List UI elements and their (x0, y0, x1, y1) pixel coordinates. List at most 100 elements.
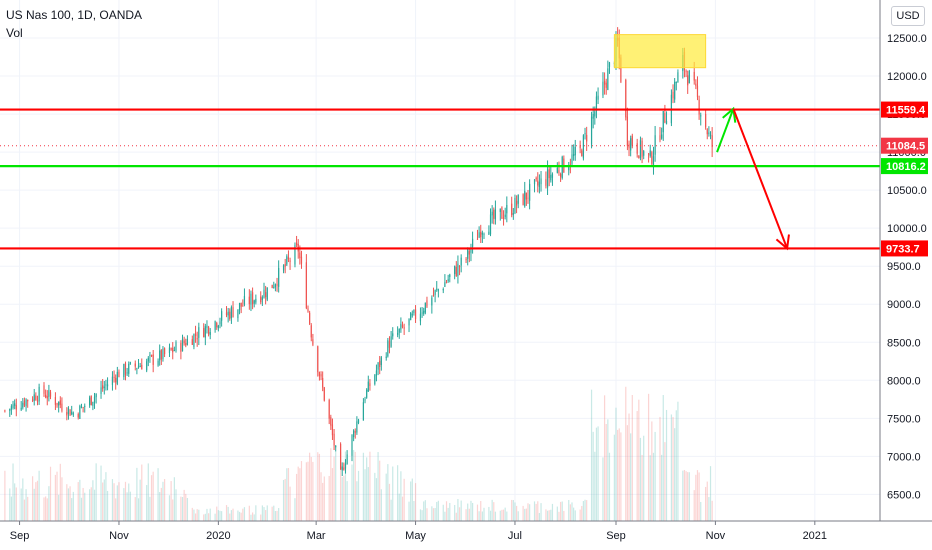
candle-body (471, 238, 474, 247)
volume-bar (305, 462, 307, 521)
candle-body (432, 295, 435, 297)
candle-body (162, 348, 164, 360)
volume-bar (380, 489, 382, 521)
volume-bar (219, 510, 221, 521)
candle-body (559, 174, 562, 177)
volume-bar (343, 475, 345, 521)
volume-bars (4, 386, 713, 521)
candle-body (289, 260, 291, 262)
volume-bar (421, 510, 423, 521)
candle-body (265, 292, 267, 298)
volume-bar (20, 488, 22, 521)
volume-bar (620, 432, 622, 521)
candle-body (183, 340, 185, 344)
volume-bar (431, 506, 433, 521)
candle-body (79, 405, 81, 419)
volume-bar (14, 483, 16, 521)
volume-bar (250, 514, 252, 521)
candle-body (320, 374, 322, 377)
volume-bar (470, 500, 472, 521)
volume-bar (581, 505, 583, 521)
candle-body (250, 293, 252, 305)
candle-body (118, 371, 120, 378)
volume-bar (499, 510, 501, 521)
volume-bar (683, 469, 686, 521)
candle-body (248, 296, 250, 305)
volume-bar (328, 475, 330, 521)
candle-body (227, 311, 229, 316)
highlight-box (613, 34, 707, 69)
volume-bar (379, 460, 381, 521)
volume-bar (12, 463, 14, 521)
x-tick-label: Nov (109, 530, 129, 542)
candle-body (356, 421, 358, 433)
candle-body (414, 309, 417, 320)
volume-bar (677, 401, 679, 521)
currency-button[interactable]: USD (891, 6, 925, 26)
volume-bar (43, 497, 45, 521)
candle-body (698, 99, 700, 115)
candle-body (134, 363, 136, 367)
volume-bar (529, 504, 531, 521)
volume-bar (238, 511, 241, 521)
volume-bar (693, 490, 695, 521)
candle-body (388, 341, 391, 348)
volume-bar (424, 500, 426, 521)
candle-body (436, 288, 438, 290)
candle-body (113, 376, 115, 378)
volume-bar (276, 510, 278, 521)
volume-bar (590, 389, 593, 521)
candle-body (46, 396, 48, 399)
volume-bar (605, 424, 607, 521)
candle-body (362, 402, 365, 421)
volume-bar (362, 452, 365, 521)
candle-body (533, 179, 536, 185)
volume-bar (225, 505, 228, 521)
volume-bar (447, 507, 449, 521)
candle-body (700, 115, 702, 117)
volume-bar (423, 501, 425, 521)
candle-body (207, 326, 210, 334)
candle-body (69, 409, 71, 416)
volume-bar (449, 502, 451, 521)
candle-body (48, 390, 50, 397)
candle-body (159, 350, 161, 361)
volume-bar (665, 409, 668, 521)
candle-body (263, 289, 265, 298)
candle-body (278, 267, 280, 287)
volume-bar (111, 479, 114, 521)
candle-body (607, 68, 609, 90)
candle-body (426, 300, 428, 307)
candle-body (408, 318, 410, 326)
candle-body (696, 85, 699, 97)
volume-bar (162, 481, 164, 521)
volume-bar (80, 497, 83, 521)
volume-bar (253, 514, 255, 521)
candle-body (548, 169, 550, 179)
candle-body (476, 238, 479, 240)
candle-body (434, 290, 436, 295)
candle-body (282, 265, 285, 271)
candle-body (620, 57, 622, 82)
volume-bar (159, 492, 161, 521)
candle-body (501, 207, 503, 219)
candle-body (309, 312, 311, 324)
candle-body (181, 338, 184, 352)
volume-bar (134, 497, 136, 521)
candle-body (82, 406, 84, 408)
candle-body (10, 406, 13, 410)
volume-bar (15, 487, 17, 521)
x-tick-label: 2020 (206, 530, 230, 542)
volume-bar (339, 451, 342, 521)
candle-body (56, 402, 58, 406)
candle-body (152, 354, 154, 365)
volume-bar (618, 428, 620, 521)
candle-body (66, 412, 68, 416)
candle-body (237, 309, 239, 319)
volume-bar (90, 487, 92, 521)
candle-body (351, 435, 353, 456)
volume-bar (207, 513, 210, 521)
candle-body (525, 192, 527, 200)
candle-body (458, 265, 461, 268)
